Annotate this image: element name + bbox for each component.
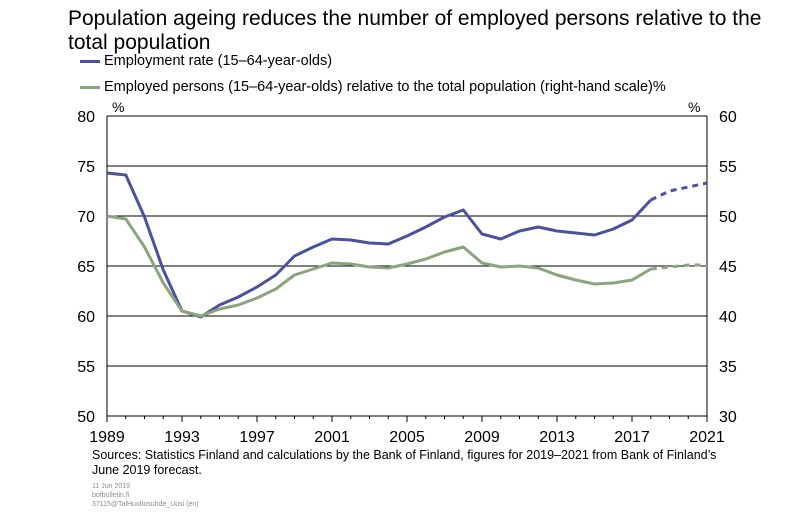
right-tick-label-30: 30 — [719, 409, 737, 426]
left-tick-label-80: 80 — [77, 109, 95, 126]
legend-label-employment-rate: Employment rate (15–64-year-olds) — [104, 53, 333, 69]
legend-swatch-employed-persons — [80, 85, 100, 89]
x-tick-label-1993: 1993 — [164, 429, 200, 446]
right-axis-unit: % — [688, 99, 701, 115]
left-tick-label-55: 55 — [77, 359, 95, 376]
left-axis-unit: % — [112, 99, 125, 115]
right-tick-label-55: 55 — [719, 159, 737, 176]
series-forecast-employed-persons — [650, 263, 707, 271]
right-tick-label-35: 35 — [719, 359, 737, 376]
legend-right-unit: % — [652, 79, 666, 95]
meta-id: 37115@TalHuoltosuhde_Uusi (en) — [92, 501, 199, 508]
x-tick-label-1989: 1989 — [89, 429, 125, 446]
right-tick-label-45: 45 — [719, 259, 737, 276]
left-tick-label-60: 60 — [77, 309, 95, 326]
x-tick-label-2009: 2009 — [464, 429, 500, 446]
x-tick-label-2021: 2021 — [689, 429, 725, 446]
x-tick-label-2001: 2001 — [314, 429, 350, 446]
left-tick-label-75: 75 — [77, 159, 95, 176]
series-line-employed-persons — [106, 214, 652, 318]
series-forecast-employment-rate — [650, 181, 708, 202]
x-tick-label-2005: 2005 — [389, 429, 425, 446]
legend-item-employed-persons: Employed persons (15–64-year-olds) relat… — [80, 77, 666, 97]
series-line-employment-rate — [106, 171, 652, 319]
legend-label-employed-persons: Employed persons (15–64-year-olds) relat… — [104, 79, 653, 95]
x-tick-label-1997: 1997 — [239, 429, 275, 446]
left-tick-label-50: 50 — [77, 409, 95, 426]
meta-site: bofbulletin.fi — [92, 492, 130, 499]
legend-item-employment-rate: Employment rate (15–64-year-olds) — [80, 51, 332, 71]
chart-title: Population ageing reduces the number of … — [68, 7, 762, 54]
x-tick-label-2017: 2017 — [614, 429, 650, 446]
legend-swatch-employment-rate — [80, 59, 100, 63]
left-tick-label-70: 70 — [77, 209, 95, 226]
meta-date: 11 Jun 2019 — [92, 483, 131, 490]
x-tick-label-2013: 2013 — [539, 429, 575, 446]
right-tick-label-60: 60 — [719, 109, 737, 126]
sources-note: Sources: Statistics Finland and calculat… — [92, 448, 717, 477]
left-tick-label-65: 65 — [77, 259, 95, 276]
right-tick-label-40: 40 — [719, 309, 737, 326]
right-tick-label-50: 50 — [719, 209, 737, 226]
